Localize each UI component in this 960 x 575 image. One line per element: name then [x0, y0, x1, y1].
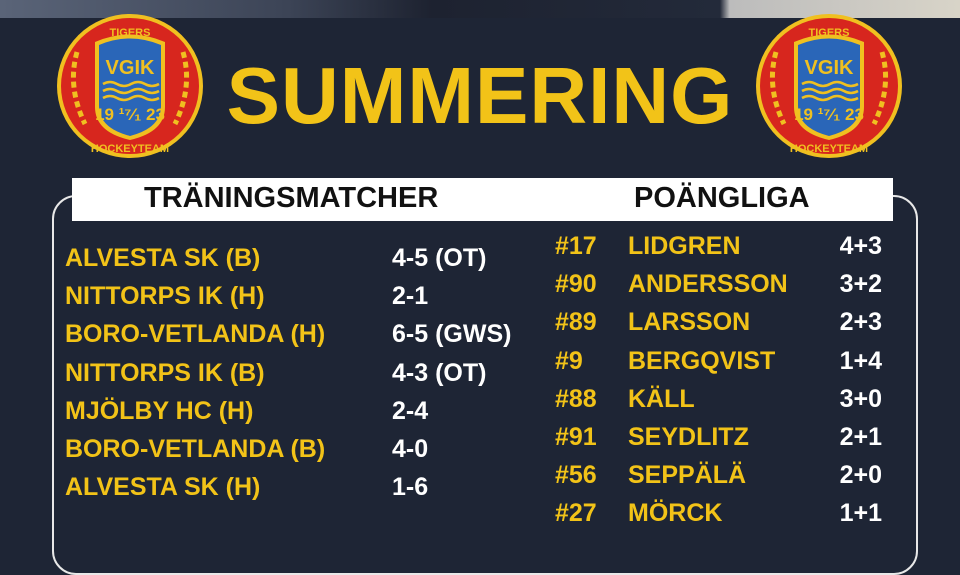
- player-number: #89: [555, 308, 597, 337]
- vgik-logo-right: VGIK 19 ¹⁷⁄₁ 23 TIGERS HOCKEYTEAM: [754, 12, 904, 160]
- match-team: BORO-VETLANDA (B): [65, 435, 326, 463]
- player-name: LIDGREN: [628, 232, 741, 260]
- match-score: 1-6: [392, 473, 429, 502]
- match-score: 4-0: [392, 435, 429, 463]
- player-points: 4+3: [839, 232, 882, 260]
- player-number: #91: [555, 423, 597, 451]
- player-name: BERGQVIST: [628, 346, 776, 375]
- page-title: SUMMERING: [226, 51, 734, 140]
- svg-text:VGIK: VGIK: [805, 57, 854, 79]
- match-score: 4-3 (OT): [392, 358, 487, 387]
- match-team: NITTORPS IK (B): [65, 358, 265, 387]
- player-points: 3+0: [839, 384, 882, 413]
- match-score: 2-4: [392, 396, 429, 425]
- player-name: SEYDLITZ: [628, 423, 749, 451]
- player-number: #27: [555, 499, 597, 528]
- vgik-logo-left: VGIK 19 ¹⁷⁄₁ 23 TIGERS HOCKEYTEAM: [55, 12, 205, 160]
- match-team: NITTORPS IK (H): [65, 282, 265, 311]
- player-number: #56: [555, 461, 597, 490]
- svg-text:TIGERS: TIGERS: [110, 27, 151, 39]
- player-number: #88: [555, 384, 597, 413]
- player-name: MÖRCK: [628, 499, 723, 528]
- training-header: TRÄNINGSMATCHER: [144, 182, 439, 214]
- player-points: 2+1: [839, 423, 882, 451]
- svg-text:VGIK: VGIK: [106, 57, 155, 79]
- match-team: BORO-VETLANDA (H): [65, 320, 326, 349]
- svg-text:19 ¹⁷⁄₁ 23: 19 ¹⁷⁄₁ 23: [95, 105, 165, 124]
- player-points: 2+3: [839, 308, 882, 337]
- player-name: ANDERSSON: [628, 270, 788, 299]
- svg-text:19 ¹⁷⁄₁ 23: 19 ¹⁷⁄₁ 23: [794, 105, 864, 124]
- match-team: ALVESTA SK (B): [65, 244, 261, 272]
- player-name: SEPPÄLÄ: [628, 461, 747, 490]
- svg-text:HOCKEYTEAM: HOCKEYTEAM: [91, 143, 169, 155]
- player-number: #9: [555, 346, 583, 375]
- points-header: POÄNGLIGA: [634, 182, 810, 214]
- svg-text:HOCKEYTEAM: HOCKEYTEAM: [790, 143, 868, 155]
- match-score: 2-1: [392, 282, 429, 311]
- player-points: 3+2: [839, 270, 882, 299]
- match-team: MJÖLBY HC (H): [65, 396, 254, 425]
- player-points: 2+0: [839, 461, 882, 490]
- player-number: #90: [555, 270, 597, 299]
- match-team: ALVESTA SK (H): [65, 473, 261, 502]
- player-number: #17: [555, 232, 597, 260]
- section-header-banner: TRÄNINGSMATCHER POÄNGLIGA: [72, 178, 893, 221]
- svg-text:TIGERS: TIGERS: [809, 27, 850, 39]
- header-photo-strip: [0, 0, 960, 18]
- match-score: 4-5 (OT): [392, 244, 487, 272]
- player-name: LARSSON: [628, 308, 751, 337]
- player-name: KÄLL: [628, 384, 695, 413]
- match-score: 6-5 (GWS): [392, 320, 512, 349]
- player-points: 1+4: [839, 346, 882, 375]
- player-points: 1+1: [839, 499, 882, 528]
